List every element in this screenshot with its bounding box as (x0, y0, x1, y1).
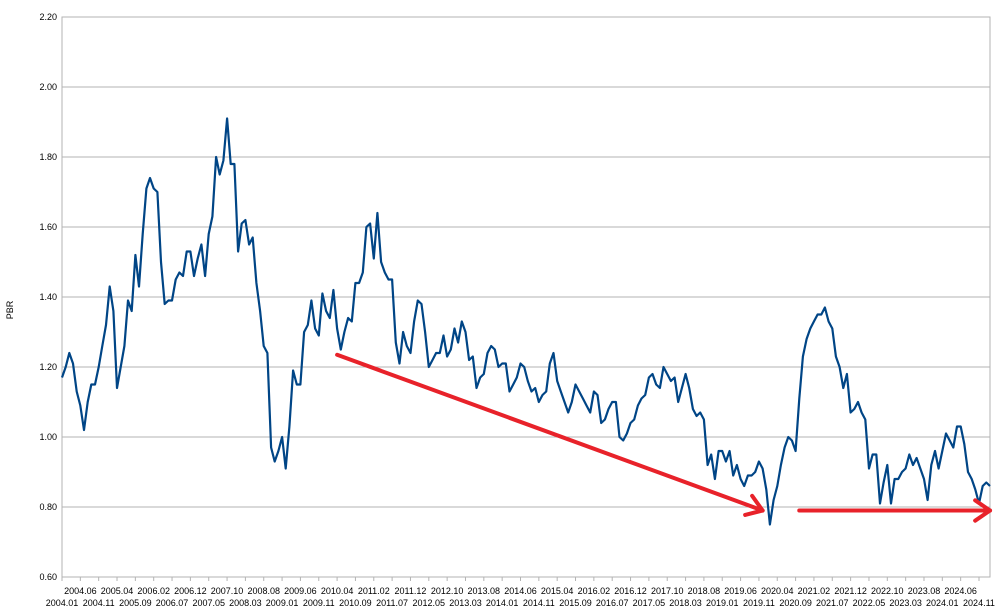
y-tick-label: 2.00 (39, 82, 57, 92)
x-tick-label: 2018.08 (688, 586, 721, 596)
x-tick-label: 2014.11 (523, 598, 555, 608)
x-tick-label: 2024.11 (963, 598, 995, 608)
x-tick-label: 2014.01 (486, 598, 519, 608)
x-tick-label: 2019.06 (724, 586, 757, 596)
trend-arrow-head (973, 498, 992, 513)
x-tick-label: 2015.04 (541, 586, 574, 596)
x-tick-label: 2013.08 (468, 586, 501, 596)
x-tick-label: 2010.09 (339, 598, 372, 608)
x-tick-label: 2013.03 (449, 598, 482, 608)
annotations (335, 352, 992, 523)
x-tick-label: 2016.02 (578, 586, 611, 596)
x-tick-label: 2012.05 (413, 598, 446, 608)
x-tick-label: 2020.04 (761, 586, 794, 596)
gridlines (62, 16, 990, 578)
x-tick-label: 2023.08 (908, 586, 941, 596)
y-tick-label: 2.20 (39, 12, 57, 22)
x-tick-label: 2009.06 (284, 586, 317, 596)
plot-frame (61, 16, 991, 578)
trend-arrow-2 (797, 498, 992, 523)
x-tick-label: 2019.11 (743, 598, 775, 608)
x-tick-label: 2010.04 (321, 586, 354, 596)
x-tick-label: 2007.10 (211, 586, 244, 596)
x-tick-label: 2011.12 (395, 586, 427, 596)
x-tick-label: 2011.07 (376, 598, 408, 608)
y-tick-label: 1.20 (39, 362, 57, 372)
x-tick-label: 2019.01 (706, 598, 739, 608)
y-tick-label: 1.40 (39, 292, 57, 302)
x-tick-label: 2017.05 (633, 598, 666, 608)
y-tick-label: 0.60 (39, 572, 57, 582)
series-line-pbr (60, 117, 991, 526)
x-tick-label: 2020.09 (779, 598, 812, 608)
x-tick-label: 2004.11 (83, 598, 115, 608)
x-tick-label: 2021.07 (816, 598, 849, 608)
x-tick-label: 2018.03 (669, 598, 702, 608)
x-axis-ticks: 2004.06 2005.04 2006.02 2006.12 2007.10 2008.… (46, 577, 995, 608)
x-tick-label: 2014.06 (504, 586, 537, 596)
y-tick-label: 1.00 (39, 432, 57, 442)
y-tick-label: 1.80 (39, 152, 57, 162)
x-tick-label: 2006.02 (137, 586, 170, 596)
x-tick-label: 2005.09 (119, 598, 152, 608)
y-tick-label: 0.80 (39, 502, 57, 512)
x-tick-label: 2017.10 (651, 586, 684, 596)
x-tick-label: 2007.05 (192, 598, 225, 608)
x-tick-label: 2008.03 (229, 598, 262, 608)
x-tick-label: 2022.10 (871, 586, 904, 596)
x-tick-label: 2021.12 (834, 586, 867, 596)
trend-arrow-head (750, 493, 765, 513)
y-axis-label: PBR (5, 300, 15, 319)
x-tick-label: 2015.09 (559, 598, 592, 608)
x-tick-label: 2005.04 (101, 586, 134, 596)
x-tick-label: 2024.01 (926, 598, 959, 608)
trend-arrow-shaft (335, 352, 765, 513)
y-tick-label: 1.60 (39, 222, 57, 232)
x-tick-label: 2011.02 (358, 586, 390, 596)
x-tick-label: 2016.12 (614, 586, 647, 596)
x-tick-label: 2012.10 (431, 586, 464, 596)
x-tick-label: 2008.08 (247, 586, 280, 596)
x-tick-label: 2004.01 (46, 598, 79, 608)
x-tick-label: 2009.11 (303, 598, 335, 608)
x-tick-label: 2023.03 (889, 598, 922, 608)
trend-arrow-head (973, 508, 992, 523)
x-tick-label: 2022.05 (853, 598, 886, 608)
x-tick-label: 2006.12 (174, 586, 207, 596)
y-axis-ticks: 0.60 0.80 1.00 1.20 1.40 1.60 1.80 2.00 2.20 (39, 12, 57, 582)
x-tick-label: 2024.06 (944, 586, 977, 596)
x-tick-label: 2009.01 (266, 598, 299, 608)
x-tick-label: 2004.06 (64, 586, 97, 596)
x-tick-label: 2016.07 (596, 598, 629, 608)
x-tick-label: 2021.02 (798, 586, 831, 596)
trend-arrow-1 (335, 352, 765, 517)
x-tick-label: 2006.07 (156, 598, 189, 608)
trend-arrow-head (743, 508, 765, 517)
